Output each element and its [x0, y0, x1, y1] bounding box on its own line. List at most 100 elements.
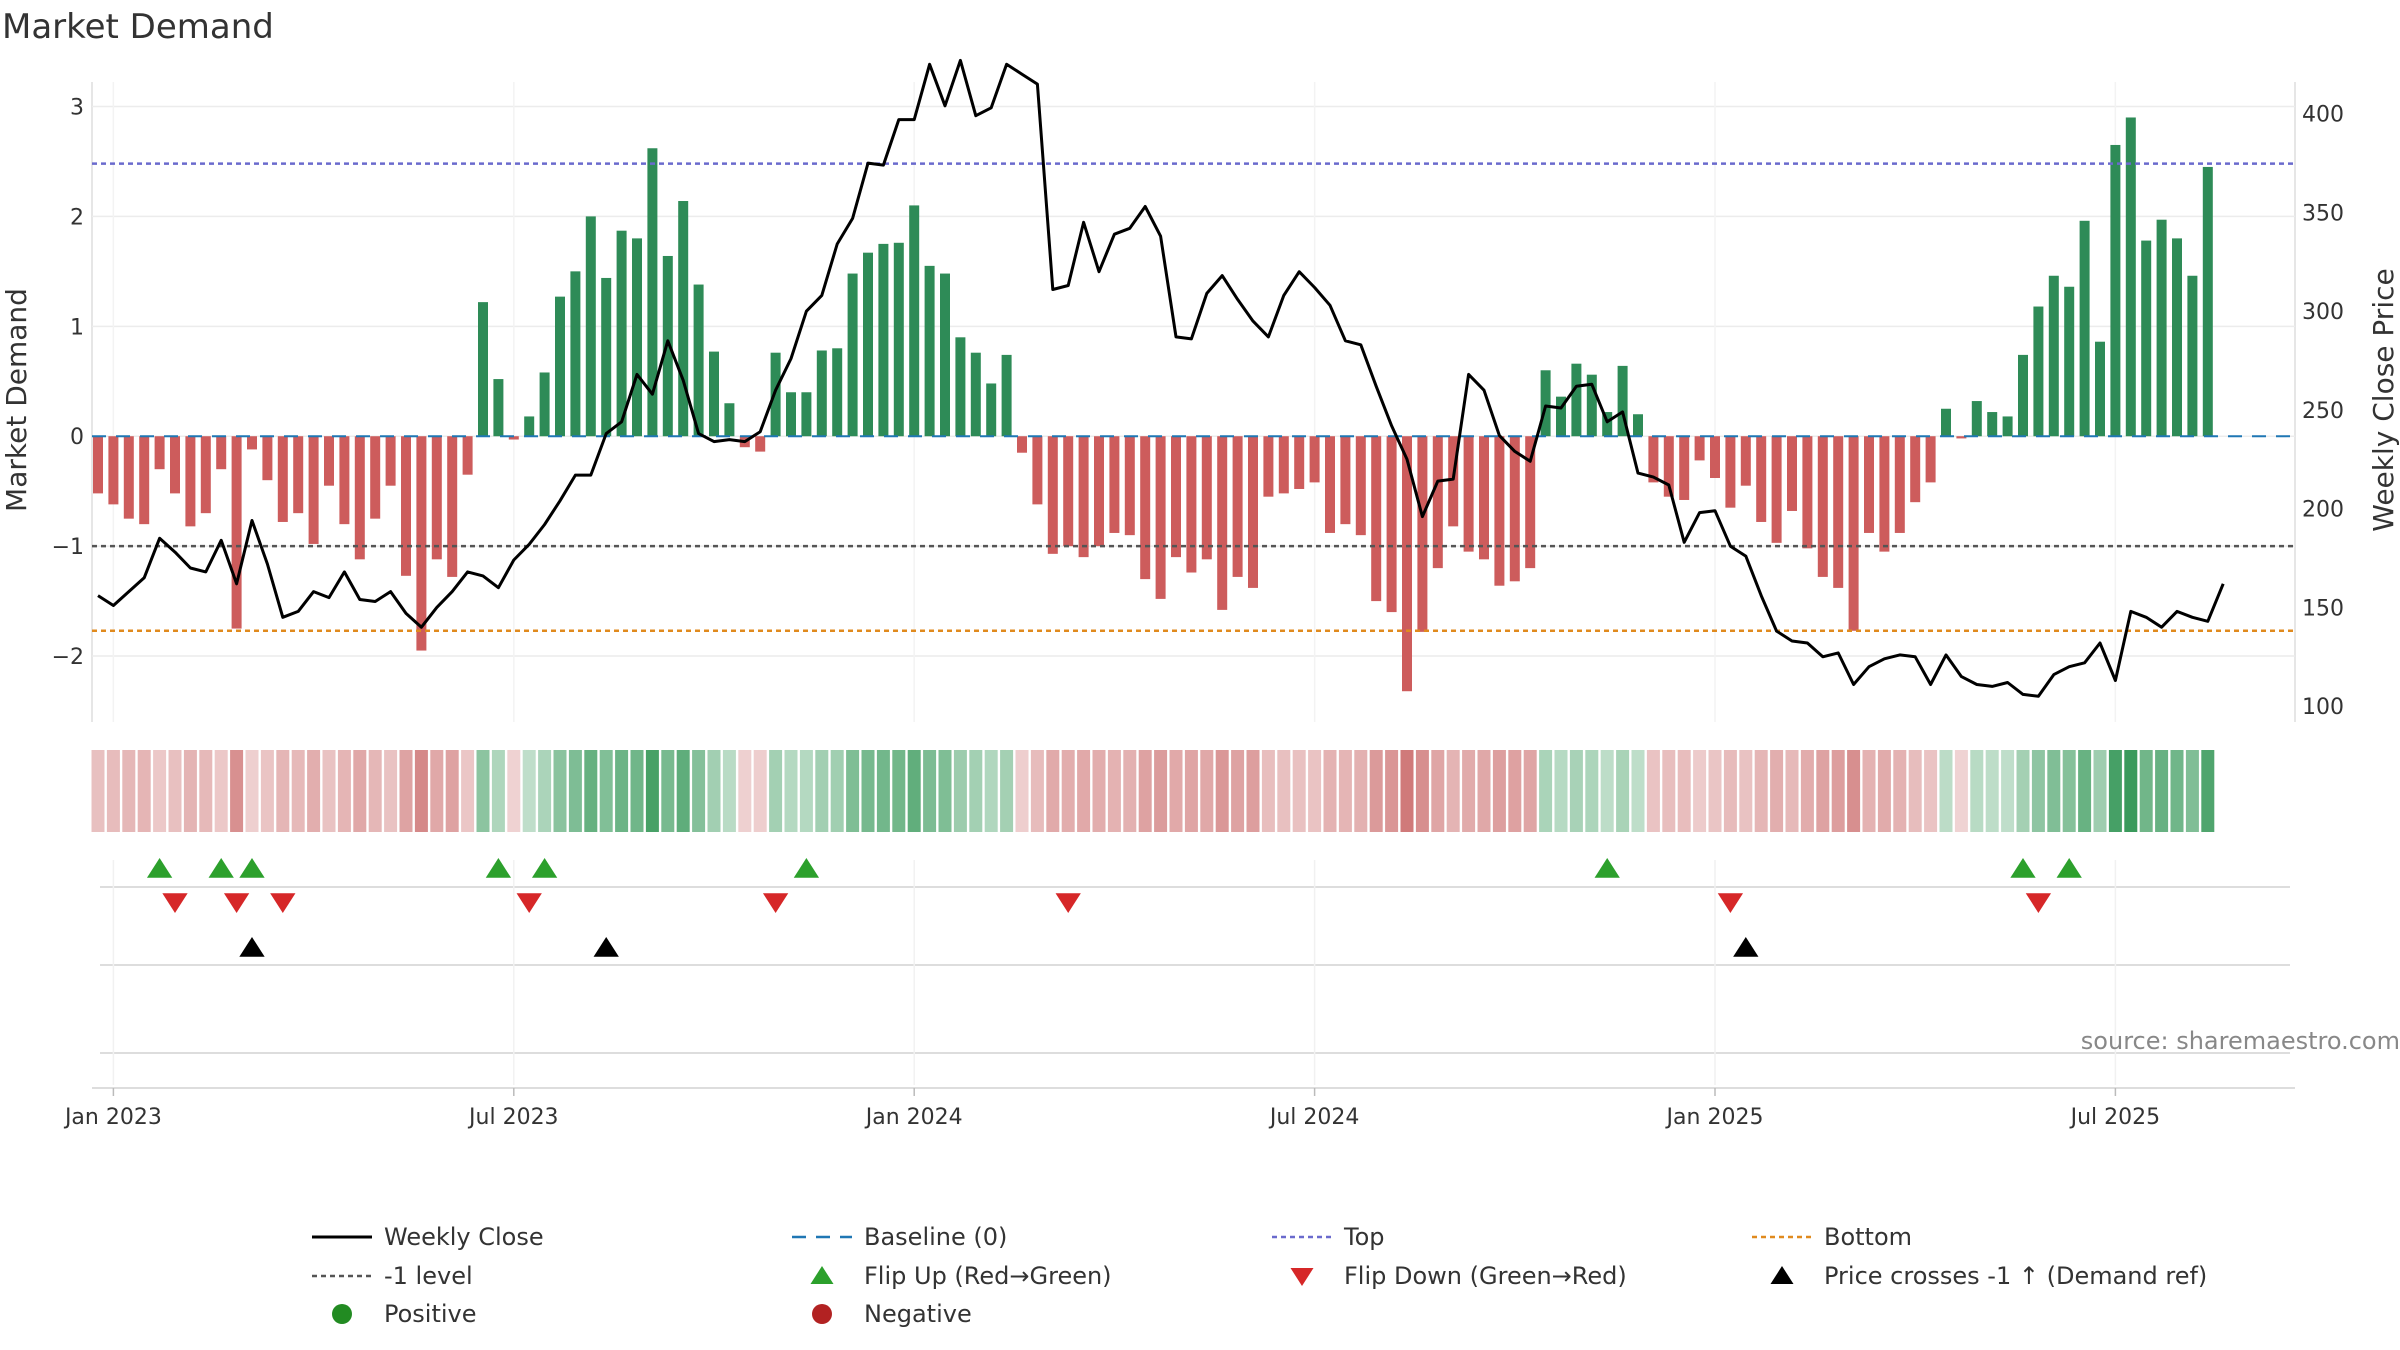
demand-bar [1540, 370, 1551, 437]
heat-cell [584, 750, 598, 832]
demand-bar [2141, 240, 2152, 437]
legend-item: Positive [332, 1300, 477, 1328]
heat-cell [1954, 750, 1968, 832]
heat-cell [1862, 750, 1876, 832]
heat-cell [260, 750, 274, 832]
heat-cell [2001, 750, 2015, 832]
heat-cell [1215, 750, 1229, 832]
demand-bar [1817, 436, 1828, 577]
y2-tick-label: 400 [2302, 103, 2344, 128]
demand-bar [447, 436, 458, 577]
demand-bar [1248, 436, 1258, 588]
heat-cell [630, 750, 644, 832]
demand-bar [970, 352, 981, 437]
legend-label: -1 level [384, 1262, 473, 1290]
heat-cell [953, 750, 967, 832]
demand-bar [1864, 436, 1874, 533]
demand-bar [616, 230, 627, 437]
demand-bar [1663, 436, 1674, 497]
heat-cell [1277, 750, 1291, 832]
demand-bar [1710, 436, 1720, 478]
demand-bar [293, 436, 304, 514]
heat-cell [1261, 750, 1275, 832]
legend-item: Baseline (0) [792, 1223, 1007, 1251]
heat-cell [153, 750, 167, 832]
legend: Weekly Close Baseline (0) Top Bottom -1 leve… [312, 1223, 2207, 1328]
demand-bar [1910, 436, 1921, 503]
heat-cell [1092, 750, 1106, 832]
demand-bar [154, 436, 165, 470]
demand-bar [200, 436, 211, 514]
demand-bar [1263, 436, 1274, 497]
heat-cell [1200, 750, 1214, 832]
heat-cell [1539, 750, 1553, 832]
demand-bar [1848, 436, 1859, 631]
y-tick-label: −1 [52, 535, 84, 560]
heat-cell [907, 750, 921, 832]
heat-cell [661, 750, 675, 832]
heat-cell [1184, 750, 1198, 832]
heat-cell [1231, 750, 1245, 832]
demand-bar [2033, 306, 2044, 437]
demand-bar [1140, 436, 1151, 580]
demand-bar [401, 436, 411, 576]
y2-tick-label: 200 [2302, 498, 2344, 523]
demand-bar [801, 392, 812, 437]
heat-cell [2093, 750, 2107, 832]
heat-cell [938, 750, 952, 832]
heat-cell [1523, 750, 1537, 832]
demand-bar [1063, 436, 1074, 547]
flip-down-marker [2025, 893, 2052, 913]
demand-bar [2125, 117, 2136, 437]
heat-cell [1754, 750, 1768, 832]
flip-down-marker [516, 893, 542, 913]
y-tick-label: 0 [70, 425, 84, 450]
heat-cell [738, 750, 752, 832]
heat-cell [1600, 750, 1614, 832]
demand-bar [1787, 436, 1797, 511]
heat-cell [1446, 750, 1460, 832]
demand-bar [324, 436, 334, 486]
flip-up-marker [531, 858, 558, 878]
demand-bar [1479, 436, 1489, 560]
heat-cell [984, 750, 998, 832]
demand-bar [1032, 436, 1043, 505]
demand-bar [1355, 436, 1366, 536]
demand-bar [1494, 436, 1505, 586]
heat-cell [2139, 750, 2153, 832]
demand-bar [1679, 436, 1690, 500]
y2-axis-label: Weekly Close Price [2367, 268, 2400, 531]
heat-cell [1816, 750, 1830, 832]
flip-up-marker [239, 858, 265, 878]
y2-tick-label: 250 [2302, 399, 2344, 424]
date-axis: Jan 2023 Jul 2023 Jan 2024 Jul 2024 Jan 2025… [63, 1087, 2295, 1130]
demand-bar [2095, 341, 2105, 437]
demand-bar [139, 436, 150, 525]
heat-cell [1569, 750, 1583, 832]
heat-cell [445, 750, 459, 832]
heat-cell [1985, 750, 1999, 832]
heat-cell [1338, 750, 1352, 832]
y-tick-label: −2 [52, 645, 84, 670]
demand-bar [370, 436, 381, 519]
demand-bar [1894, 436, 1905, 533]
heat-cell [1354, 750, 1368, 832]
legend-item: Weekly Close [312, 1223, 544, 1251]
demand-bar [1725, 436, 1736, 508]
heat-cell [522, 750, 536, 832]
demand-bar [678, 201, 689, 437]
legend-label: Negative [864, 1300, 972, 1328]
y2-tick-label: 300 [2302, 300, 2344, 325]
heat-cell [2078, 750, 2092, 832]
heat-cell [1677, 750, 1691, 832]
demand-bar [1094, 436, 1104, 547]
flip-up-marker [2010, 858, 2036, 878]
demand-bar [1017, 436, 1027, 453]
heat-cell [1662, 750, 1676, 832]
legend-item: -1 level [312, 1262, 473, 1290]
demand-bar [478, 302, 488, 437]
heat-cell [2062, 750, 2076, 832]
legend-label: Top [1343, 1223, 1385, 1251]
heat-cell [1477, 750, 1491, 832]
heat-cell [307, 750, 321, 832]
